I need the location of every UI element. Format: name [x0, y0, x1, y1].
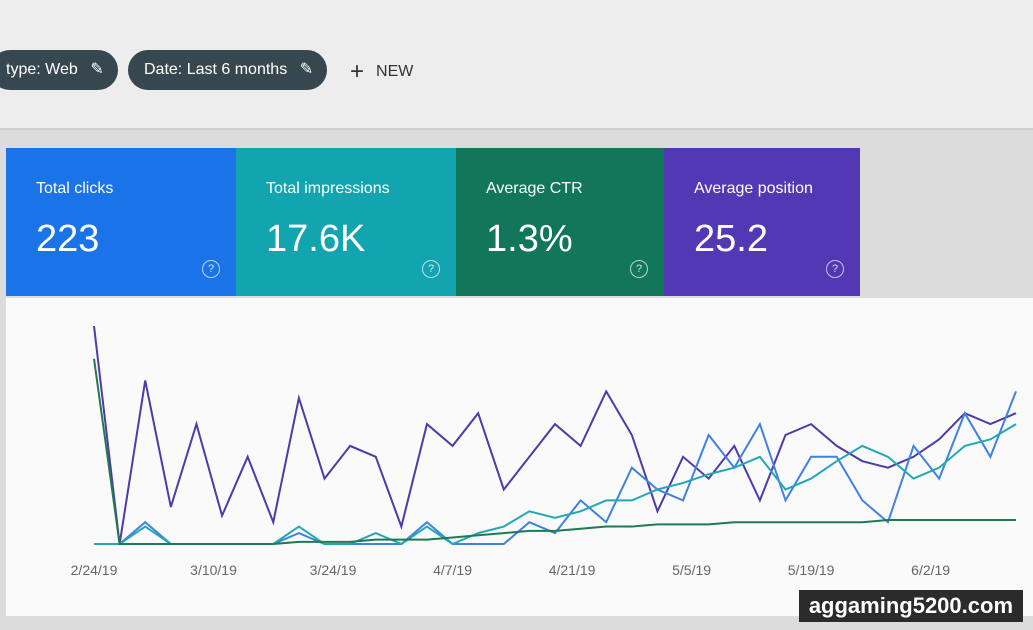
- help-icon: ?: [422, 260, 440, 278]
- chart-area: 2/24/19 3/10/19 3/24/19 4/7/19 4/21/19 5/5/19…: [6, 298, 1033, 616]
- x-tick-label: 4/7/19: [433, 562, 472, 578]
- chart: 2/24/19 3/10/19 3/24/19 4/7/19 4/21/19 5/5/19…: [71, 325, 1017, 578]
- new-button[interactable]: + NEW: [350, 58, 414, 85]
- metric-card[interactable]: Total impressions 17.6K?: [236, 148, 456, 296]
- filter-chip[interactable]: type: Web: [0, 50, 118, 90]
- x-tick-label: 3/10/19: [190, 562, 237, 578]
- filter-chip[interactable]: Date: Last 6 months: [128, 50, 328, 90]
- series-line: [94, 423, 1017, 546]
- help-icon: ?: [826, 260, 844, 278]
- help-icon: ?: [202, 260, 220, 278]
- x-tick-label: 5/5/19: [672, 562, 711, 578]
- metric-card[interactable]: Average CTR 1.3%?: [456, 148, 664, 296]
- x-tick-label: 2/24/19: [71, 562, 118, 578]
- metric-label: Total impressions: [266, 180, 390, 197]
- series-line: [93, 358, 1016, 545]
- metric-card[interactable]: Total clicks 223?: [6, 148, 236, 296]
- metric-value: 17.6K: [266, 218, 366, 260]
- metric-value: 25.2: [694, 218, 768, 260]
- series-line: [93, 325, 1017, 545]
- metric-value: 1.3%: [486, 218, 573, 260]
- x-tick-label: 6/2/19: [911, 562, 950, 578]
- x-tick-label: 5/19/19: [788, 562, 835, 578]
- metric-label: Total clicks: [36, 180, 114, 197]
- metric-card[interactable]: Average position 25.2?: [664, 148, 860, 296]
- metric-value: 223: [36, 218, 100, 260]
- metric-label: Average CTR: [486, 180, 583, 197]
- watermark: aggaming5200.com: [798, 590, 1023, 622]
- help-icon: ?: [630, 260, 648, 278]
- toolbar: type: Web Date: Last 6 months +NEW: [0, 0, 1033, 130]
- x-tick-label: 3/24/19: [310, 562, 357, 578]
- x-tick-label: 4/21/19: [549, 562, 596, 578]
- new-label: NEW: [376, 63, 414, 80]
- metric-label: Average position: [694, 180, 813, 197]
